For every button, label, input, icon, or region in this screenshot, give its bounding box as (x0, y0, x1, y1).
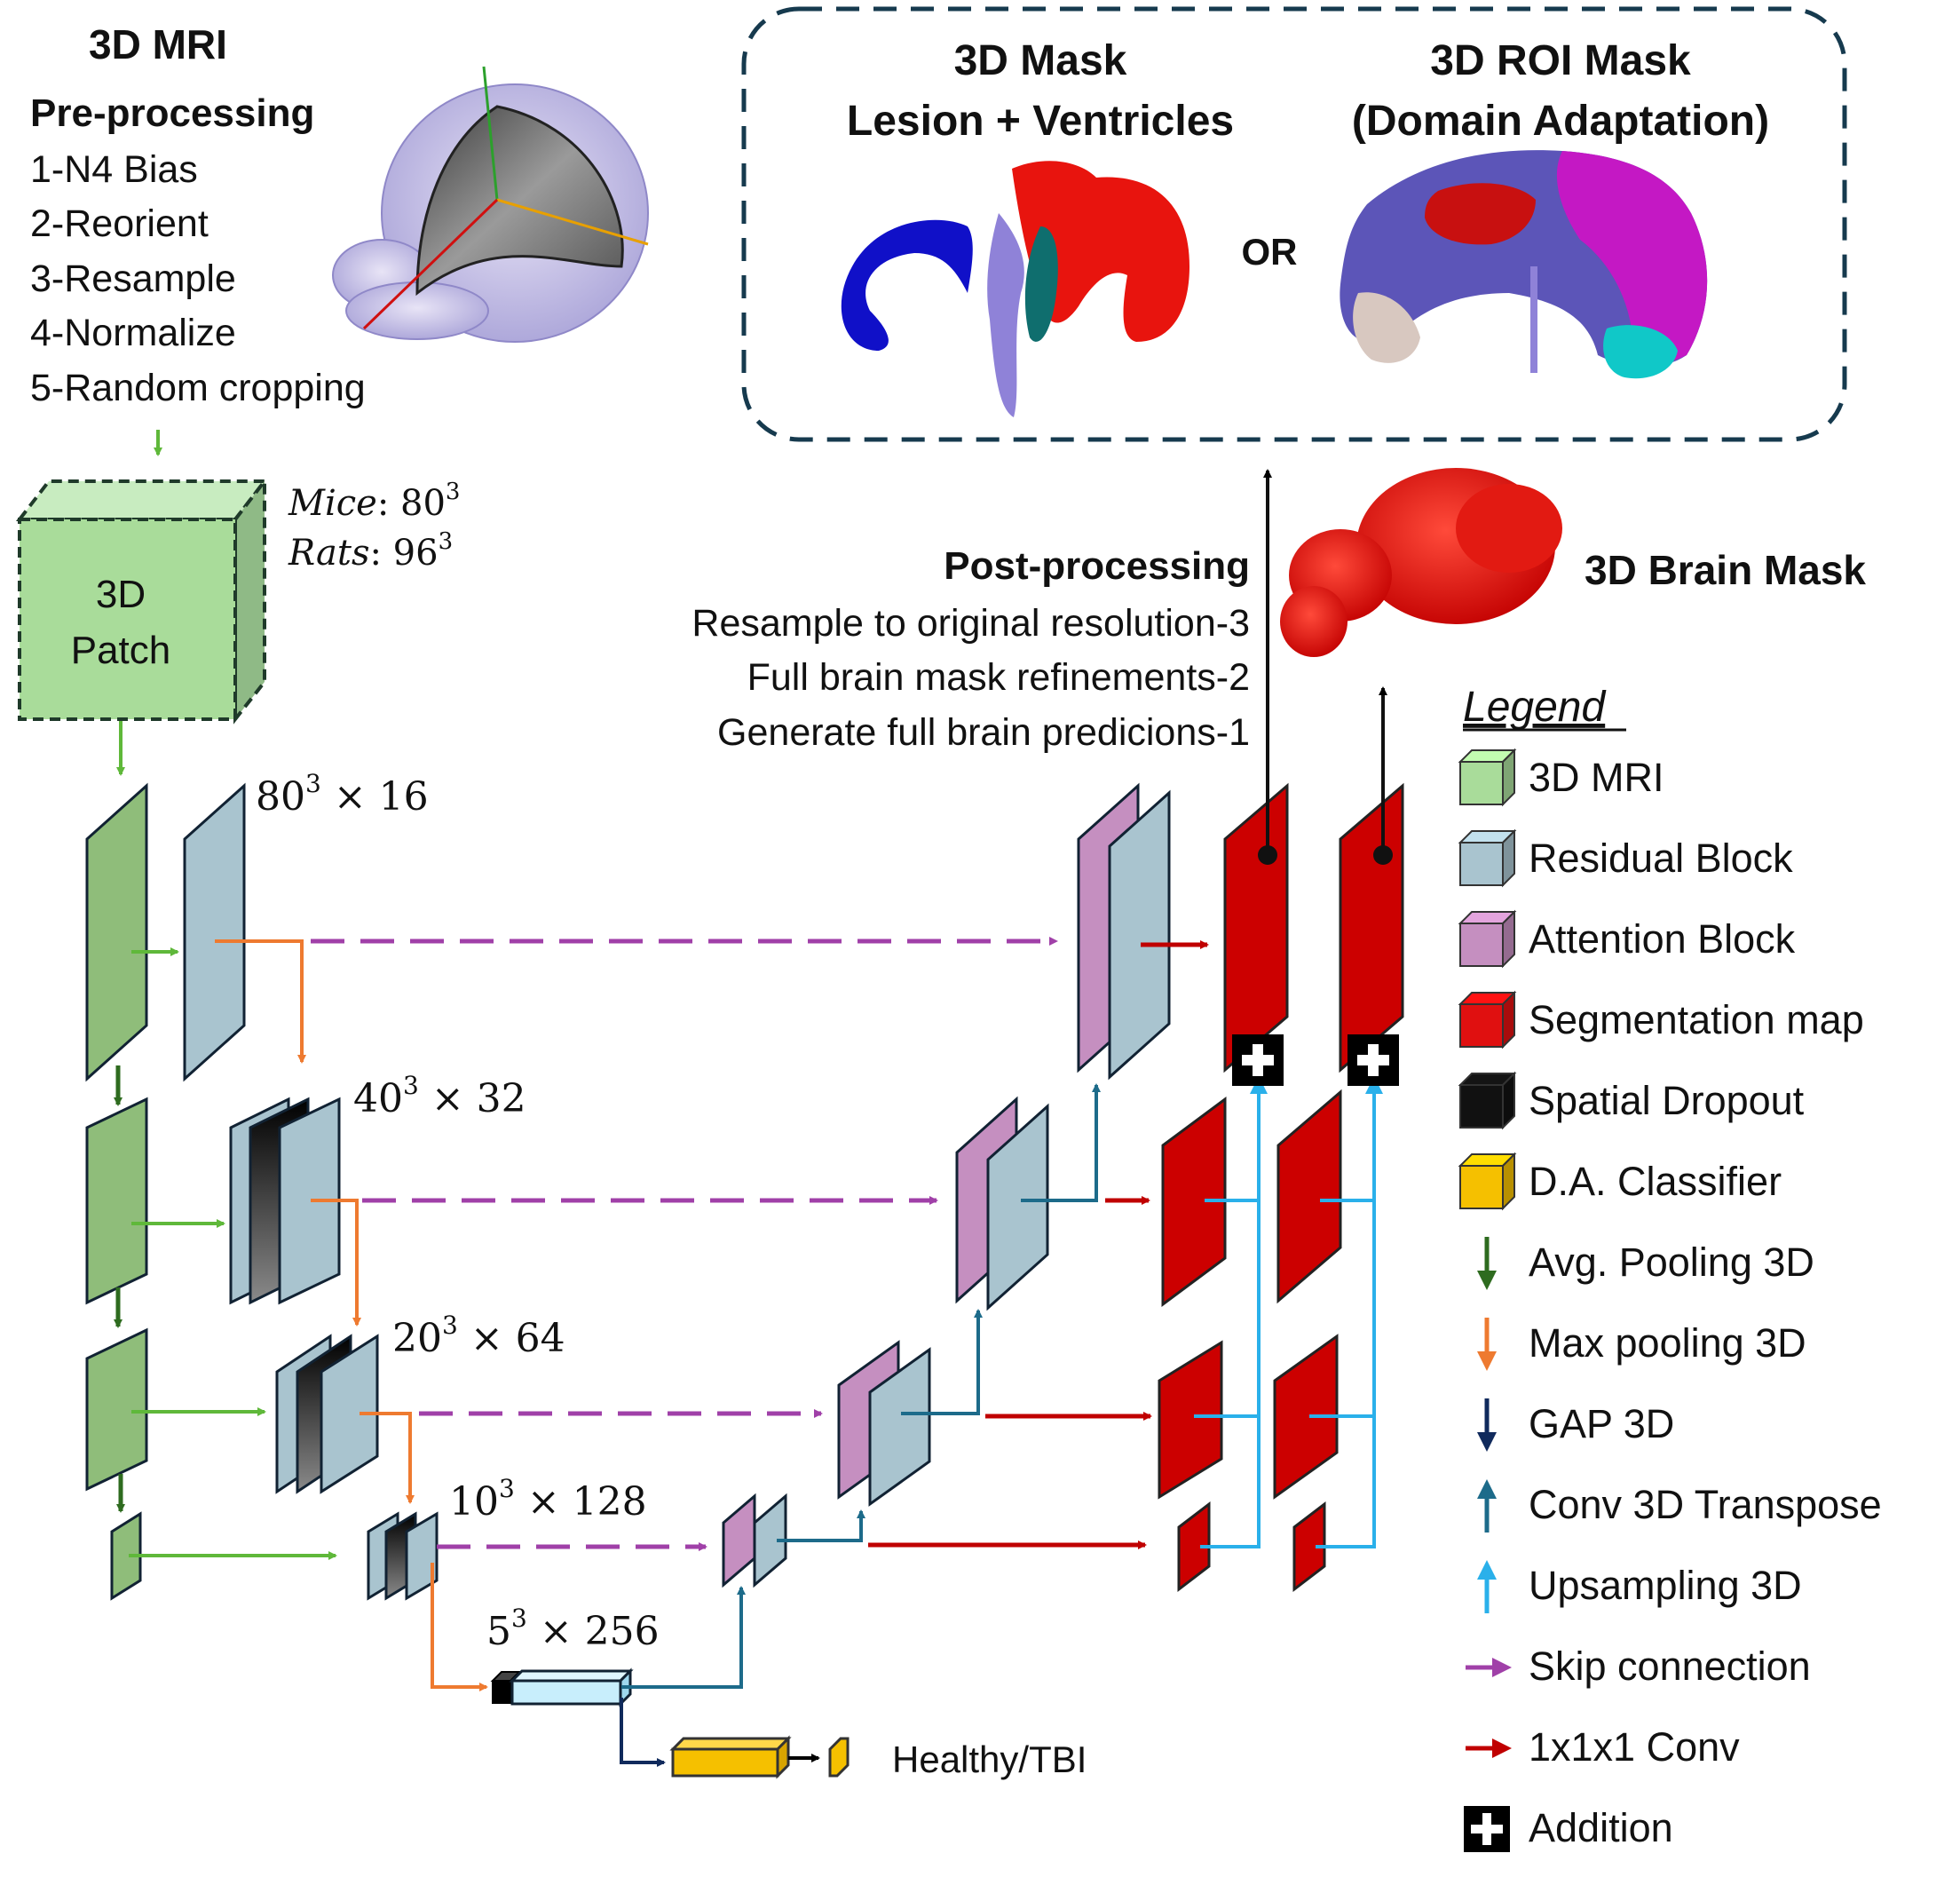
legend-item-label: Conv 3D Transpose (1529, 1482, 1882, 1527)
segmentation-maps-branch-2 (1273, 782, 1404, 1593)
cube-icon (1458, 748, 1517, 807)
legend-item-label: Upsampling 3D (1529, 1563, 1802, 1608)
legend-item: Conv 3D Transpose (1477, 1479, 1882, 1533)
legend-item-label: Addition (1529, 1805, 1673, 1850)
level-4-size: 103 × 128 (449, 1474, 647, 1525)
patch-label: Patch (71, 629, 171, 672)
legend-item-label: 3D MRI (1529, 755, 1664, 800)
legend-item: Spatial Dropout (1458, 1071, 1805, 1130)
encoder-level-1 (85, 782, 246, 1082)
postprocessing-step: Generate full brain predicions-1 (717, 711, 1250, 754)
classifier-output-label: Healthy/TBI (892, 1738, 1087, 1780)
or-label: OR (1242, 231, 1298, 273)
legend: Legend 3D MRI Residual Block Attention Blo… (1458, 684, 1882, 1852)
level-3-size: 203 × 64 (392, 1311, 565, 1361)
arrow-up-icon (1477, 1479, 1497, 1533)
bottleneck-size: 53 × 256 (486, 1604, 660, 1654)
brain-mask-label: 3D Brain Mask (1585, 547, 1866, 593)
decoder-level-4 (722, 1493, 787, 1588)
cube-icon (1458, 828, 1517, 888)
plus-box-icon (1464, 1806, 1510, 1852)
arrow-right-icon (1466, 1658, 1512, 1677)
legend-item-label: Spatial Dropout (1529, 1078, 1805, 1123)
lesion-mask-subtitle: Lesion + Ventricles (847, 98, 1234, 145)
addition-node-2 (1348, 1034, 1399, 1086)
legend-item: Max pooling 3D (1477, 1318, 1806, 1371)
arrow-down-icon (1477, 1398, 1497, 1452)
preprocessing-title: Pre-processing (30, 91, 314, 135)
legend-item-label: Skip connection (1529, 1643, 1811, 1689)
encoder-level-3 (85, 1327, 379, 1494)
legend-item-label: 1x1x1 Conv (1529, 1724, 1740, 1770)
legend-item-label: Max pooling 3D (1529, 1320, 1806, 1366)
legend-item: Avg. Pooling 3D (1477, 1237, 1814, 1290)
legend-item: Attention Block (1458, 909, 1796, 969)
legend-title: Legend (1463, 684, 1606, 731)
output-masks-panel: 3D Mask Lesion + Ventricles 3D ROI Mask … (741, 6, 1847, 442)
encoder-level-2 (85, 1097, 341, 1305)
legend-item-label: Attention Block (1529, 916, 1796, 962)
cube-icon (1458, 909, 1517, 969)
legend-item: Upsampling 3D (1477, 1560, 1802, 1613)
encoder-level-4 (110, 1511, 439, 1601)
legend-item: Residual Block (1458, 828, 1793, 888)
postprocessing-section: Post-processing Resample to original res… (692, 544, 1250, 754)
patch-label: 3D (96, 573, 146, 616)
legend-item: D.A. Classifier (1458, 1152, 1782, 1211)
legend-item-label: Avg. Pooling 3D (1529, 1240, 1814, 1285)
legend-item-label: Residual Block (1529, 836, 1793, 881)
mri-title: 3D MRI (89, 21, 227, 67)
postprocessing-step: Full brain mask refinements-2 (747, 656, 1250, 699)
mice-patch-size: Mice: 803 (288, 479, 460, 524)
3d-patch-cube: 3D Patch (15, 476, 269, 725)
decoder-level-1 (1077, 782, 1171, 1081)
da-classifier (669, 1735, 792, 1779)
addition-node-1 (1232, 1034, 1284, 1086)
arrow-right-icon (1466, 1738, 1512, 1758)
mri-brain-image (332, 66, 649, 343)
legend-item: Segmentation map (1458, 990, 1864, 1049)
preprocessing-step: 2-Reorient (30, 202, 209, 245)
brain-mask-image (1280, 468, 1562, 657)
decoder-level-2 (955, 1096, 1049, 1311)
roi-mask-image (1340, 150, 1708, 379)
legend-item-label: Segmentation map (1529, 997, 1864, 1042)
lesion-ventricle-mask-image (841, 161, 1189, 417)
level-2-size: 403 × 32 (353, 1071, 526, 1121)
legend-item: 3D MRI (1458, 748, 1664, 807)
preprocessing-step: 4-Normalize (30, 312, 236, 354)
classifier-output (828, 1737, 850, 1778)
preprocessing-step: 5-Random cropping (30, 367, 366, 409)
cube-icon (1458, 1071, 1517, 1130)
legend-item: 1x1x1 Conv (1466, 1724, 1740, 1770)
postprocessing-step: Resample to original resolution-3 (692, 602, 1250, 645)
legend-item: Skip connection (1466, 1643, 1811, 1689)
decoder-level-3 (837, 1340, 931, 1507)
bottleneck (490, 1667, 634, 1707)
postprocessing-title: Post-processing (944, 544, 1250, 588)
upsampling-paths (1194, 1085, 1376, 1548)
legend-item: GAP 3D (1477, 1398, 1674, 1452)
level-1-size: 803 × 16 (256, 769, 429, 820)
cube-icon (1458, 1152, 1517, 1211)
arrow-down-icon (1477, 1237, 1497, 1290)
lesion-mask-title: 3D Mask (954, 37, 1127, 84)
preprocessing-step: 3-Resample (30, 257, 236, 300)
segmentation-maps-branch-1 (1158, 782, 1289, 1593)
legend-item: Addition (1464, 1805, 1673, 1852)
cube-icon (1458, 990, 1517, 1049)
preprocessing-step: 1-N4 Bias (30, 148, 198, 191)
arrow-down-icon (1477, 1318, 1497, 1371)
rats-patch-size: Rats: 963 (288, 528, 453, 574)
roi-mask-title: 3D ROI Mask (1430, 37, 1691, 84)
roi-mask-subtitle: (Domain Adaptation) (1352, 98, 1769, 145)
arrow-up-icon (1477, 1560, 1497, 1613)
preprocessing-section: 3D MRI Pre-processing 1-N4 Bias 2-Reorie… (30, 21, 366, 409)
legend-item-label: D.A. Classifier (1529, 1159, 1782, 1204)
legend-item-label: GAP 3D (1529, 1401, 1674, 1446)
